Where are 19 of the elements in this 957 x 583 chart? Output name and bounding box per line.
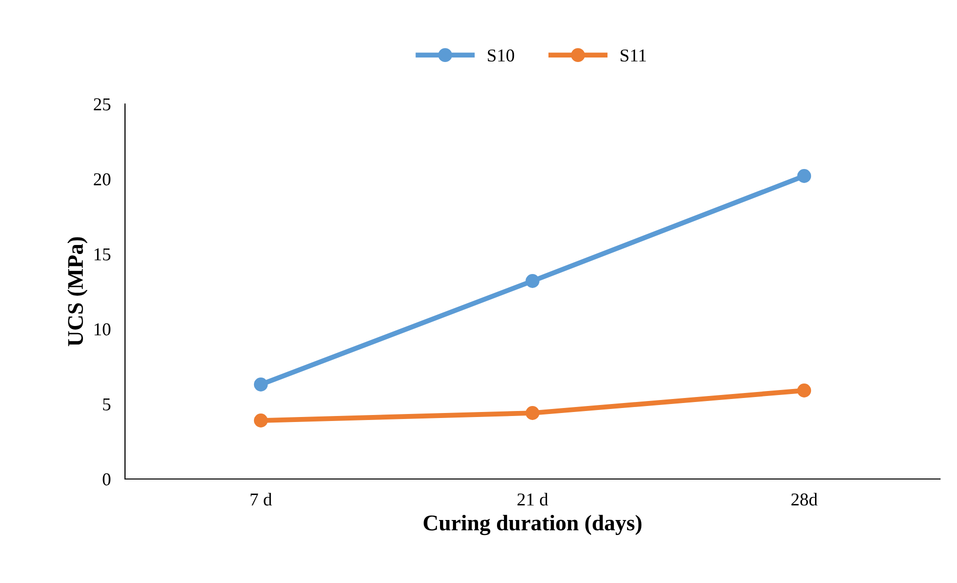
point bbox=[254, 414, 268, 428]
y-axis-title: UCS (MPa) bbox=[67, 237, 88, 346]
y-tick-label: 5 bbox=[103, 398, 110, 410]
point bbox=[254, 378, 268, 392]
point bbox=[797, 169, 812, 183]
legend-label: S11 bbox=[620, 49, 646, 62]
y-tick-label: 10 bbox=[94, 323, 110, 336]
point bbox=[797, 384, 812, 398]
y-tick-label: 25 bbox=[94, 98, 110, 110]
point bbox=[526, 274, 540, 288]
y-tick-label: 0 bbox=[102, 473, 110, 486]
x-axis-title: Curing duration (days) bbox=[424, 514, 642, 536]
point bbox=[526, 406, 540, 420]
legend-label: S10 bbox=[488, 49, 514, 62]
y-tick-label: 15 bbox=[94, 248, 110, 260]
x-tick-label: 28d bbox=[791, 492, 818, 506]
x-tick-label: 21 d bbox=[517, 492, 548, 506]
x-tick-label: 7 d bbox=[250, 492, 272, 506]
y-tick-label: 20 bbox=[94, 173, 110, 186]
